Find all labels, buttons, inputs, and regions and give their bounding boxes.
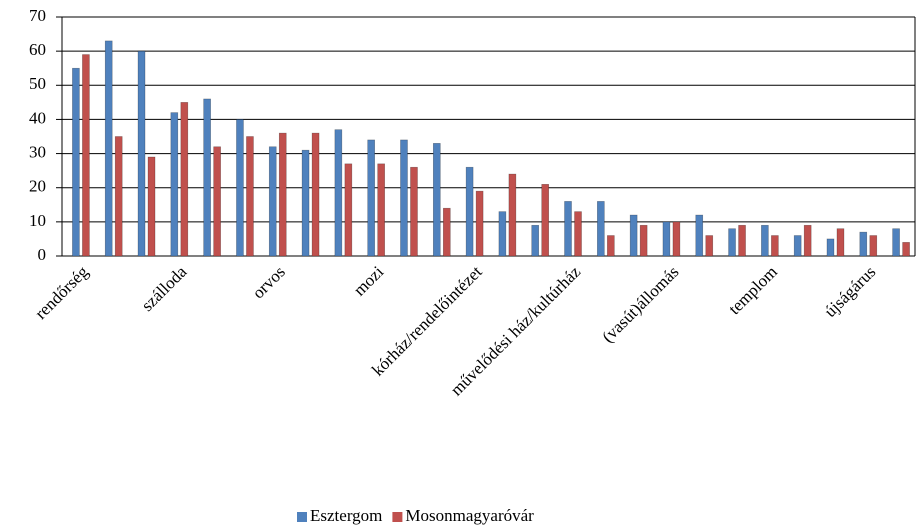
- bar: [311, 132, 320, 257]
- bar: [892, 228, 900, 257]
- bar: [442, 207, 451, 257]
- bar: [137, 50, 146, 257]
- bar: [344, 163, 353, 257]
- bar: [246, 136, 254, 257]
- bar: [629, 214, 638, 257]
- bar: [334, 129, 343, 257]
- bar: [541, 184, 550, 257]
- x-tick-label: mozi: [350, 262, 388, 300]
- bar: [475, 190, 484, 257]
- y-tick-label: 10: [29, 211, 46, 230]
- x-tick-label: orvos: [249, 262, 289, 302]
- bar: [761, 224, 769, 257]
- bar: [728, 228, 736, 257]
- y-tick-label: 60: [29, 40, 46, 59]
- bar: [531, 224, 540, 257]
- bar: [367, 139, 375, 257]
- x-tick-label: rendőrség: [31, 262, 92, 323]
- y-tick-label: 20: [29, 177, 46, 196]
- bar: [836, 228, 845, 257]
- bar: [607, 235, 615, 257]
- bar: [236, 119, 244, 257]
- bar: [377, 163, 385, 257]
- x-tick-label: (vasút)állomás: [598, 262, 682, 346]
- bar: [432, 143, 441, 257]
- legend-label: Mosonmagyaróvár: [405, 506, 534, 525]
- bar: [180, 102, 189, 257]
- legend-swatch: [297, 512, 307, 522]
- y-tick-label: 70: [29, 6, 46, 25]
- y-tick-label: 50: [29, 74, 46, 93]
- bar: [203, 98, 211, 257]
- bar: [793, 235, 802, 257]
- bar: [301, 149, 310, 257]
- bar: [597, 201, 605, 257]
- bar: [574, 211, 582, 257]
- bar: [213, 146, 221, 257]
- bar: [508, 173, 517, 257]
- x-tick-label: újságárus: [821, 262, 880, 321]
- bar: [826, 238, 835, 257]
- bar: [803, 224, 812, 257]
- bar: [170, 112, 179, 257]
- bar: [72, 67, 80, 257]
- x-tick-label: templom: [725, 262, 781, 318]
- bar: [268, 146, 277, 257]
- bar: [859, 231, 868, 257]
- x-tick-label: szálloda: [138, 262, 191, 315]
- bar: [410, 166, 418, 257]
- bar: [465, 166, 474, 257]
- bar: [400, 139, 408, 257]
- y-tick-label: 30: [29, 142, 46, 161]
- bar: [662, 221, 671, 257]
- bar: [672, 221, 681, 257]
- bar: [278, 132, 287, 257]
- bar: [738, 224, 746, 257]
- y-tick-label: 0: [38, 245, 47, 264]
- bar: [564, 201, 572, 257]
- bar: [705, 235, 714, 257]
- bar: [695, 214, 704, 257]
- x-tick-label: kórház/rendelőintézet: [368, 262, 486, 380]
- y-tick-label: 40: [29, 108, 46, 127]
- bar: [104, 40, 113, 257]
- legend-swatch: [392, 512, 403, 522]
- legend-label: Esztergom: [310, 506, 382, 525]
- bar: [771, 235, 779, 257]
- bar: [902, 242, 910, 257]
- bar: [639, 224, 648, 257]
- bar: [869, 235, 878, 257]
- bar: [147, 156, 156, 257]
- bar: [82, 54, 90, 257]
- bar: [114, 136, 123, 257]
- bar: [498, 211, 507, 257]
